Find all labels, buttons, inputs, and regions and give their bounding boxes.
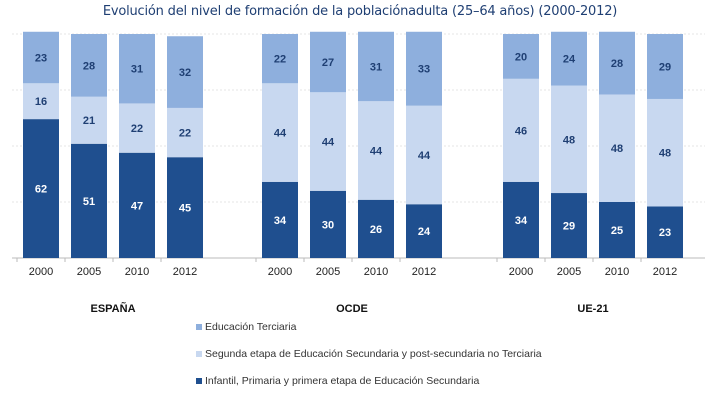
bar-secundaria: [167, 107, 203, 158]
data-label: 22: [131, 123, 143, 135]
data-label: 33: [418, 64, 430, 76]
data-label: 44: [322, 137, 335, 149]
data-label: 22: [274, 54, 286, 66]
x-tick-label: 2005: [316, 266, 340, 278]
bar-terciaria: [119, 34, 155, 104]
data-label: 48: [563, 134, 575, 146]
bar-primaria: [310, 190, 346, 258]
bar-secundaria: [647, 98, 683, 207]
data-label: 27: [322, 57, 334, 69]
data-label: 24: [418, 226, 431, 238]
bar-secundaria: [119, 103, 155, 153]
bar-primaria: [503, 181, 539, 258]
x-tick-label: 2012: [653, 266, 677, 278]
data-label: 31: [370, 61, 382, 73]
x-tick-label: 2005: [77, 266, 101, 278]
group-label: ESPAÑA: [90, 302, 135, 315]
bar-terciaria: [262, 34, 298, 84]
x-tick-label: 2005: [557, 266, 581, 278]
bar-primaria: [358, 199, 394, 258]
data-label: 51: [83, 196, 95, 208]
group-label: UE-21: [577, 303, 608, 315]
data-label: 22: [179, 128, 191, 140]
bar-secundaria: [358, 101, 394, 200]
data-label: 62: [35, 184, 47, 196]
group-label: OCDE: [336, 303, 368, 315]
bar-primaria: [23, 119, 59, 259]
bar-secundaria: [551, 85, 587, 194]
legend-label: Infantil, Primaria y primera etapa de Ed…: [205, 375, 480, 387]
bar-secundaria: [406, 105, 442, 205]
data-label: 34: [274, 215, 287, 227]
legend-item-terciaria: Educación Terciaria: [196, 321, 296, 333]
data-label: 29: [563, 221, 575, 233]
legend-swatch: [196, 324, 202, 330]
bar-primaria: [167, 157, 203, 258]
legend-swatch: [196, 351, 202, 357]
x-tick-label: 2010: [125, 266, 149, 278]
bar-terciaria: [599, 31, 635, 95]
x-tick-label: 2000: [268, 266, 292, 278]
legend-item-primaria: Infantil, Primaria y primera etapa de Ed…: [196, 375, 479, 387]
data-label: 44: [418, 150, 431, 162]
bar-primaria: [262, 181, 298, 258]
bar-terciaria: [358, 31, 394, 102]
data-label: 28: [611, 58, 623, 70]
data-label: 30: [322, 219, 334, 231]
data-label: 48: [611, 143, 623, 155]
data-label: 25: [611, 225, 623, 237]
data-label: 31: [131, 64, 143, 76]
x-tick-label: 2012: [173, 266, 197, 278]
legend-label: Segunda etapa de Educación Secundaria y …: [205, 348, 542, 360]
bar-primaria: [406, 204, 442, 258]
data-label: 48: [659, 148, 671, 160]
data-label: 20: [515, 51, 527, 63]
data-label: 26: [370, 224, 382, 236]
bar-terciaria: [503, 34, 539, 79]
data-label: 47: [131, 200, 143, 212]
data-label: 44: [274, 128, 287, 140]
legend-swatch: [196, 378, 202, 384]
data-label: 23: [35, 53, 47, 65]
bar-primaria: [647, 206, 683, 258]
x-tick-label: 2010: [605, 266, 629, 278]
data-label: 16: [35, 96, 47, 108]
stacked-bar-chart: 62 16 23 2000 51 21 28 2005 47 22 31 2010 45 22 32 2012…: [12, 31, 705, 315]
bar-terciaria: [406, 31, 442, 106]
bar-secundaria: [262, 83, 298, 182]
legend-label: Educación Terciaria: [205, 321, 297, 333]
data-label: 29: [659, 61, 671, 73]
data-label: 24: [563, 54, 576, 66]
x-tick-label: 2012: [412, 266, 436, 278]
bar-secundaria: [503, 78, 539, 182]
data-label: 28: [83, 60, 95, 72]
data-label: 21: [83, 115, 95, 127]
bar-terciaria: [647, 34, 683, 99]
chart-title: Evolución del nivel de formación de la p…: [102, 4, 618, 19]
data-label: 44: [370, 145, 383, 157]
bar-terciaria: [167, 36, 203, 108]
x-tick-label: 2000: [29, 266, 53, 278]
bar-primaria: [551, 193, 587, 258]
legend-item-secundaria: Segunda etapa de Educación Secundaria y …: [196, 348, 542, 360]
x-tick-label: 2010: [364, 266, 388, 278]
data-label: 46: [515, 125, 527, 137]
bar-primaria: [71, 143, 107, 258]
bar-terciaria: [551, 31, 587, 86]
bar-secundaria: [23, 83, 59, 120]
data-label: 34: [515, 215, 528, 227]
bar-terciaria: [23, 31, 59, 84]
bar-secundaria: [71, 96, 107, 144]
data-label: 45: [179, 203, 191, 215]
bar-primaria: [599, 202, 635, 258]
bar-secundaria: [310, 92, 346, 191]
data-label: 23: [659, 227, 671, 239]
data-label: 32: [179, 67, 191, 79]
x-tick-label: 2000: [509, 266, 533, 278]
bar-terciaria: [310, 31, 346, 93]
bar-terciaria: [71, 34, 107, 97]
bar-primaria: [119, 152, 155, 258]
bar-secundaria: [599, 94, 635, 202]
